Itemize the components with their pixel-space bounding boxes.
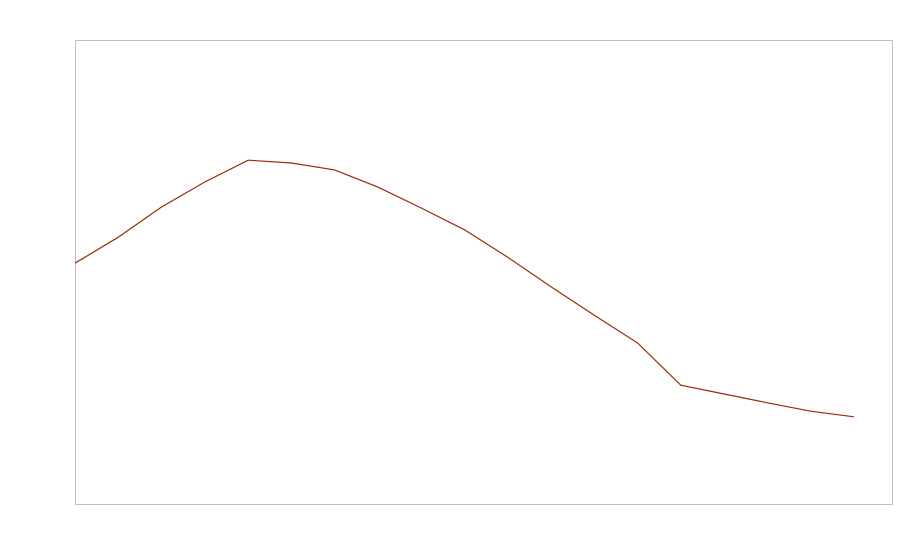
plot-frame bbox=[75, 40, 893, 505]
series-layer bbox=[74, 159, 854, 418]
series-line-0 bbox=[74, 159, 854, 418]
